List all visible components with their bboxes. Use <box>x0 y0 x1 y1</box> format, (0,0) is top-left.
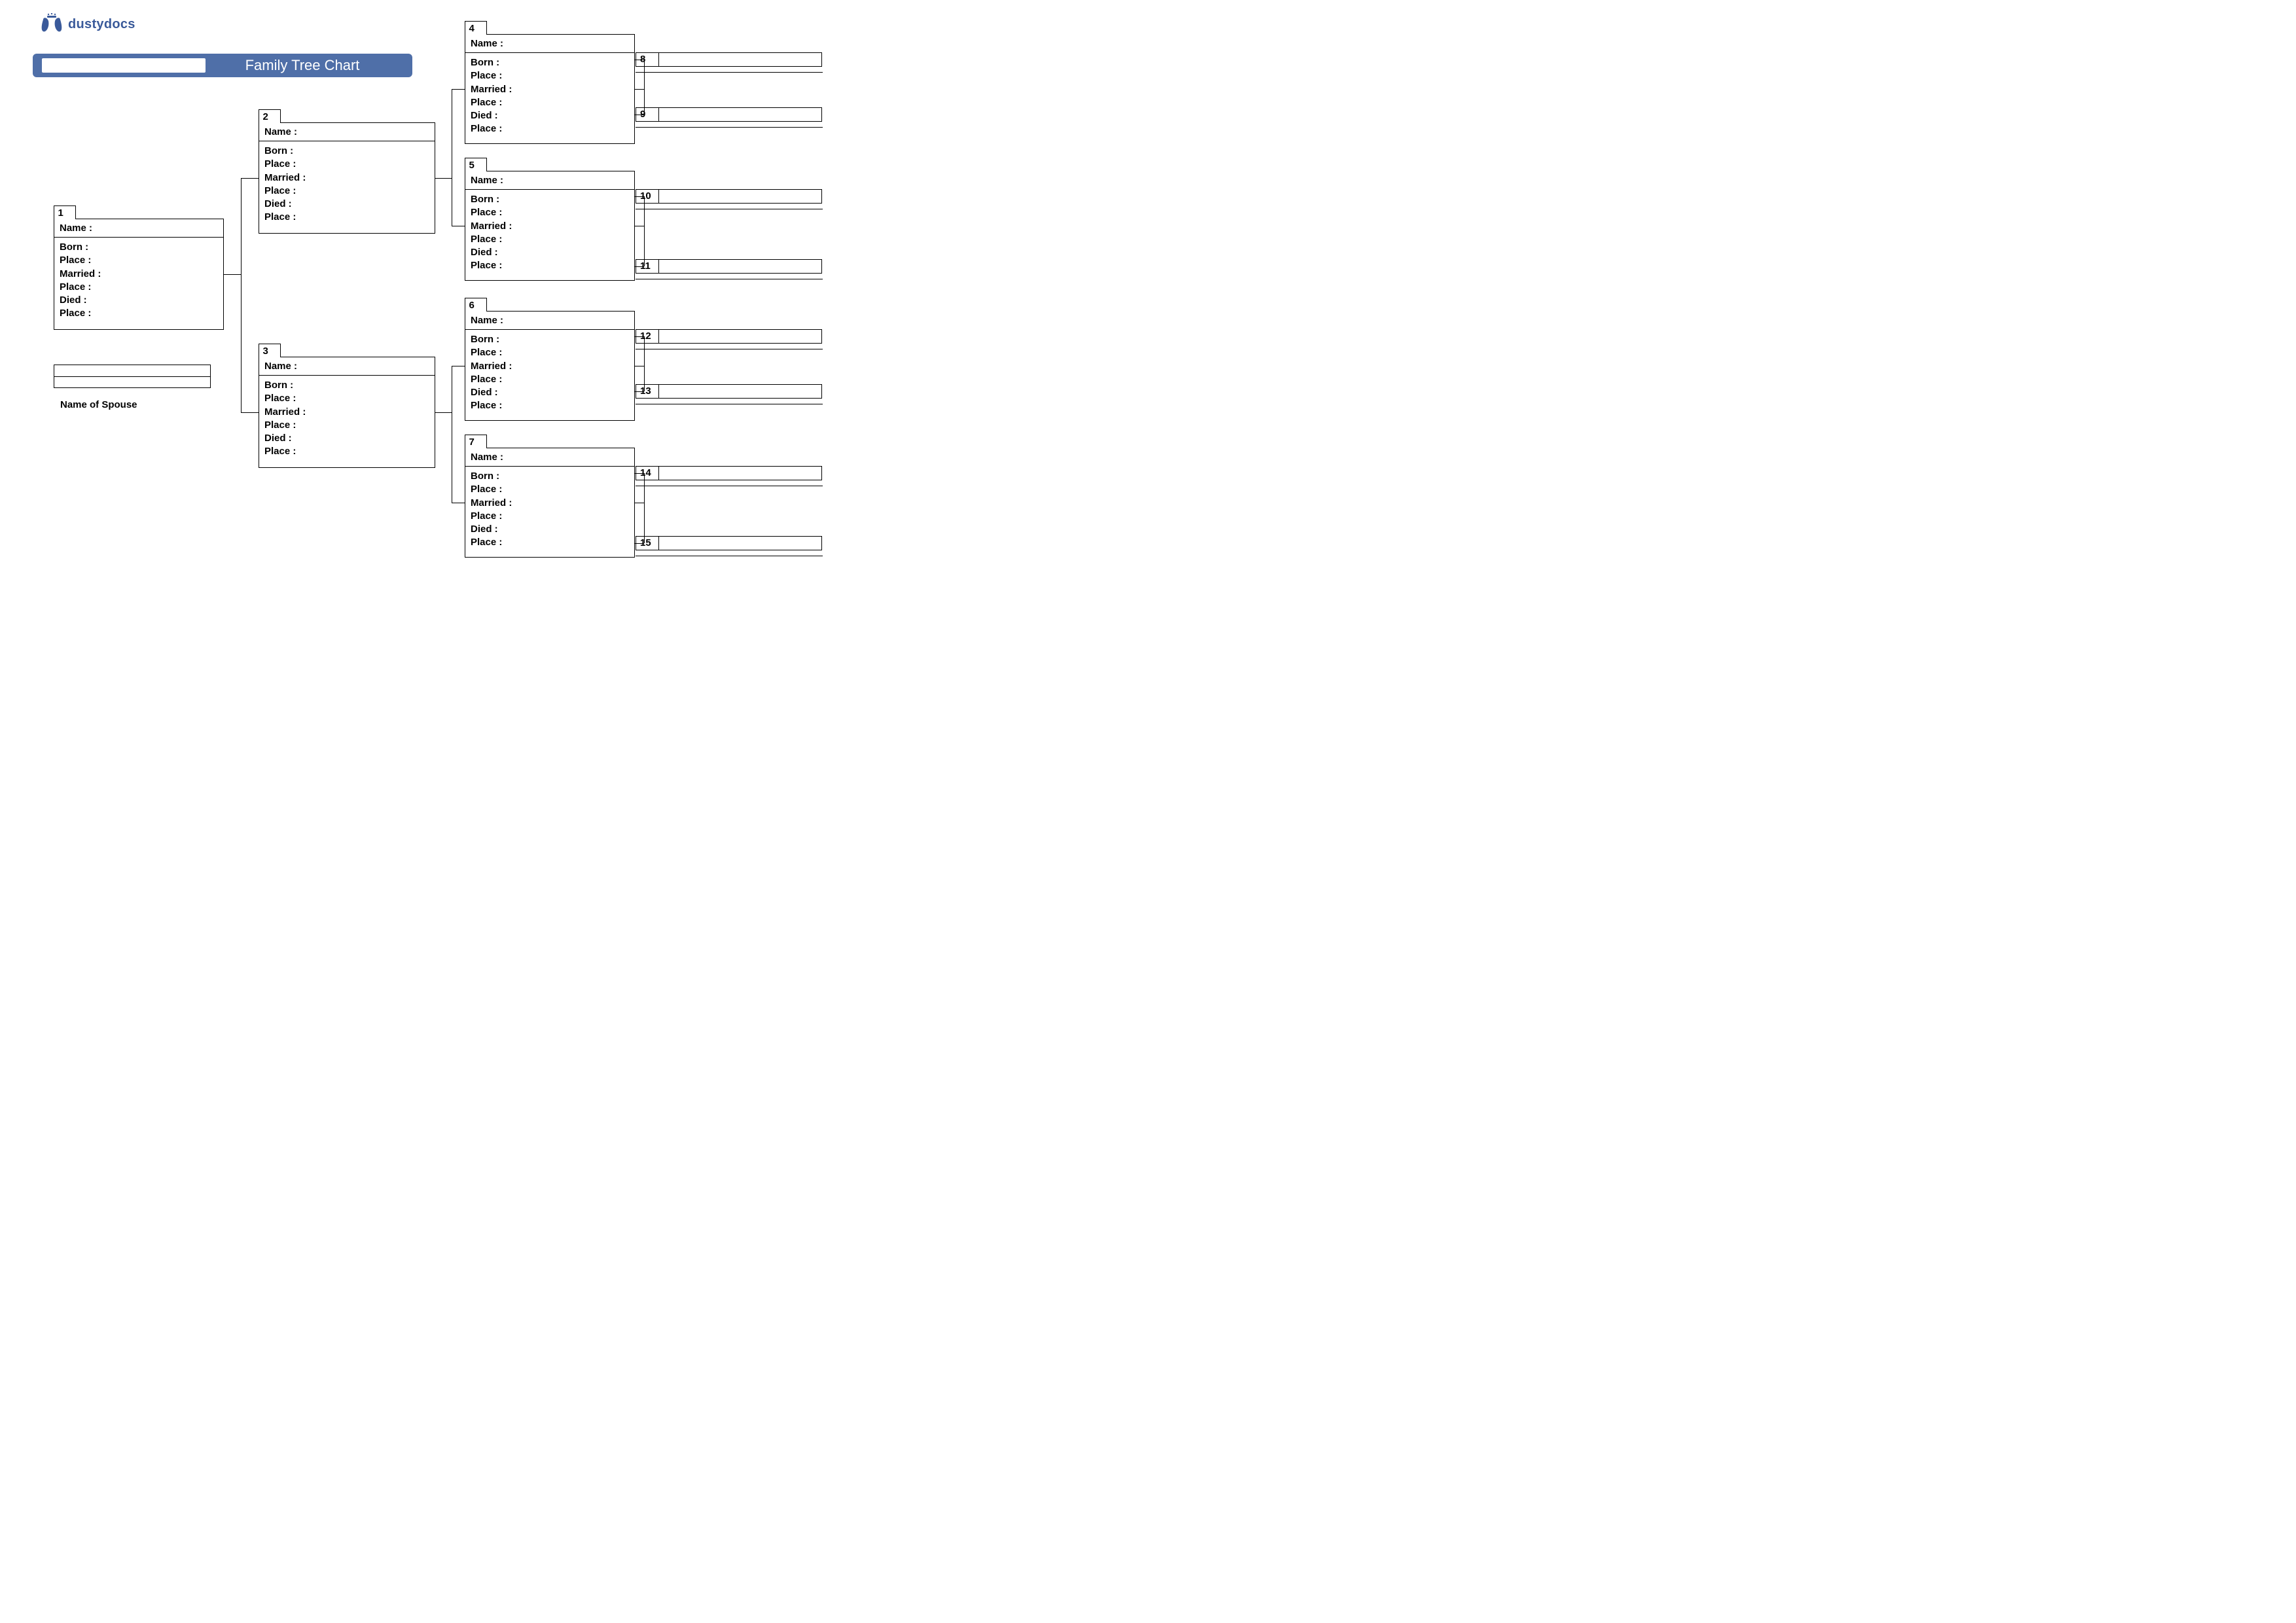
name-label: Name : <box>465 312 634 330</box>
connector <box>635 473 644 474</box>
brand-name: dustydocs <box>68 17 135 32</box>
spouse-box <box>54 365 211 388</box>
page: dustydocs Family Tree Chart 1 Name : Bor… <box>0 0 829 586</box>
logo-icon <box>39 13 64 35</box>
underline <box>636 127 823 128</box>
connector <box>241 178 242 412</box>
name-label: Name : <box>465 35 634 53</box>
person-number-7: 7 <box>465 435 487 448</box>
person-box-3: 3 Name : Born : Place : Married : Place … <box>259 357 435 468</box>
title-bar: Family Tree Chart <box>33 54 412 77</box>
person-fields: Born : Place : Married : Place : Died : … <box>259 376 435 464</box>
person-number-4: 4 <box>465 21 487 35</box>
connector <box>224 274 241 275</box>
name-label: Name : <box>259 357 435 376</box>
brand-logo: dustydocs <box>39 13 135 35</box>
spouse-divider <box>54 376 210 377</box>
name-label: Name : <box>465 171 634 190</box>
person-box-8: 8 <box>658 52 822 67</box>
connector <box>635 391 644 392</box>
person-box-15: 15 <box>658 536 822 550</box>
person-fields: Born : Place : Married : Place : Died : … <box>54 238 223 326</box>
person-box-5: 5 Name : Born : Place : Married : Place … <box>465 171 635 281</box>
person-fields: Born : Place : Married : Place : Died : … <box>259 141 435 230</box>
person-box-11: 11 <box>658 259 822 274</box>
person-box-7: 7 Name : Born : Place : Married : Place … <box>465 448 635 558</box>
name-label: Name : <box>259 123 435 141</box>
person-number-2: 2 <box>259 109 281 123</box>
name-label: Name : <box>465 448 634 467</box>
person-fields: Born : Place : Married : Place : Died : … <box>465 467 634 555</box>
connector <box>435 178 452 179</box>
person-box-13: 13 <box>658 384 822 399</box>
person-fields: Born : Place : Married : Place : Died : … <box>465 53 634 141</box>
person-box-9: 9 <box>658 107 822 122</box>
person-fields: Born : Place : Married : Place : Died : … <box>465 330 634 418</box>
page-title: Family Tree Chart <box>206 57 412 74</box>
connector <box>241 412 259 413</box>
connector <box>635 89 644 90</box>
connector <box>635 266 644 267</box>
person-box-14: 14 <box>658 466 822 480</box>
underline <box>636 72 823 73</box>
spouse-label: Name of Spouse <box>60 399 137 410</box>
connector <box>241 178 259 179</box>
name-label: Name : <box>54 219 223 238</box>
title-input-slot[interactable] <box>42 58 206 73</box>
connector <box>435 412 452 413</box>
connector <box>644 196 645 266</box>
connector <box>644 473 645 543</box>
person-box-12: 12 <box>658 329 822 344</box>
connector <box>635 336 644 337</box>
person-number-3: 3 <box>259 344 281 357</box>
person-number-1: 1 <box>54 205 76 219</box>
person-box-1: 1 Name : Born : Place : Married : Place … <box>54 219 224 330</box>
person-fields: Born : Place : Married : Place : Died : … <box>465 190 634 278</box>
person-box-6: 6 Name : Born : Place : Married : Place … <box>465 311 635 421</box>
connector <box>635 196 644 197</box>
person-box-10: 10 <box>658 189 822 204</box>
person-box-2: 2 Name : Born : Place : Married : Place … <box>259 122 435 234</box>
connector <box>644 336 645 391</box>
person-number-5: 5 <box>465 158 487 171</box>
person-box-4: 4 Name : Born : Place : Married : Place … <box>465 34 635 144</box>
connector <box>452 89 465 90</box>
connector <box>635 543 644 544</box>
person-number-6: 6 <box>465 298 487 312</box>
connector <box>644 60 645 115</box>
